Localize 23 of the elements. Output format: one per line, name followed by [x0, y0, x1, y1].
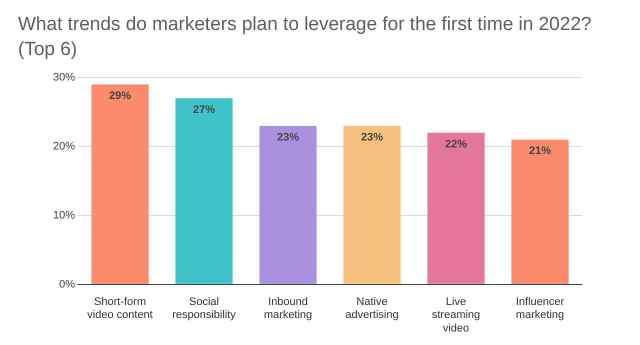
data-label: 23% [276, 131, 300, 144]
bar [427, 132, 485, 284]
data-label: 29% [109, 90, 132, 102]
data-label: 22% [444, 138, 468, 150]
bar [511, 140, 569, 284]
bar [259, 126, 317, 284]
x-tick-label: Native advertising [345, 296, 399, 322]
x-tick-label: Live streaming video [432, 296, 480, 334]
bar [91, 84, 149, 284]
y-tick-label: 10% [52, 210, 76, 222]
x-tick-label: Short-form video content [87, 296, 153, 322]
chart-title: What trends do marketers plan to leverage for the first time in 2022? (Top 6) [17, 13, 592, 62]
x-tick-label: Influencer marketing [516, 296, 564, 322]
data-label: 21% [528, 145, 552, 158]
y-tick-label: 30% [52, 72, 76, 84]
y-tick-label: 0% [59, 278, 76, 290]
y-tick-label: 20% [52, 140, 76, 153]
bar [175, 98, 233, 284]
data-label: 27% [192, 104, 216, 116]
bar [343, 126, 401, 284]
data-label: 23% [360, 131, 384, 144]
x-tick-label: Inbound marketing [264, 296, 312, 322]
x-tick-label: Social responsibility [172, 296, 236, 322]
